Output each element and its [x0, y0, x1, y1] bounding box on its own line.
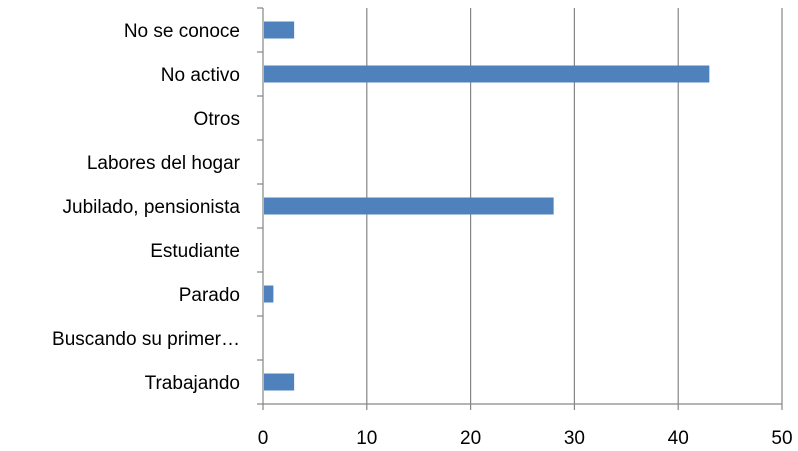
- x-tick-label: 30: [564, 428, 585, 449]
- bar-6: [264, 285, 274, 303]
- category-label: Estudiante: [150, 241, 240, 262]
- category-label: Parado: [179, 285, 240, 306]
- bar-8: [264, 373, 295, 391]
- bars: [264, 21, 710, 391]
- x-tick-label: 50: [771, 428, 792, 449]
- category-labels: No se conoce No activo Otros Labores del ho…: [52, 21, 241, 394]
- category-label: Otros: [194, 109, 240, 130]
- x-tick-label: 20: [460, 428, 481, 449]
- category-label: No se conoce: [124, 21, 240, 42]
- category-label: Jubilado, pensionista: [63, 197, 241, 218]
- category-label: No activo: [161, 65, 240, 86]
- category-label: Buscando su primer…: [52, 329, 240, 350]
- axes: [257, 7, 783, 410]
- bar-1: [264, 65, 710, 83]
- tick-labels: 0 10 20 30 40 50: [258, 428, 793, 449]
- x-tick-label: 40: [668, 428, 689, 449]
- bar-0: [264, 21, 295, 39]
- x-tick-label: 10: [356, 428, 377, 449]
- category-label: Trabajando: [145, 373, 240, 394]
- bar-4: [264, 197, 554, 215]
- category-label: Labores del hogar: [87, 153, 241, 174]
- x-tick-label: 0: [258, 428, 269, 449]
